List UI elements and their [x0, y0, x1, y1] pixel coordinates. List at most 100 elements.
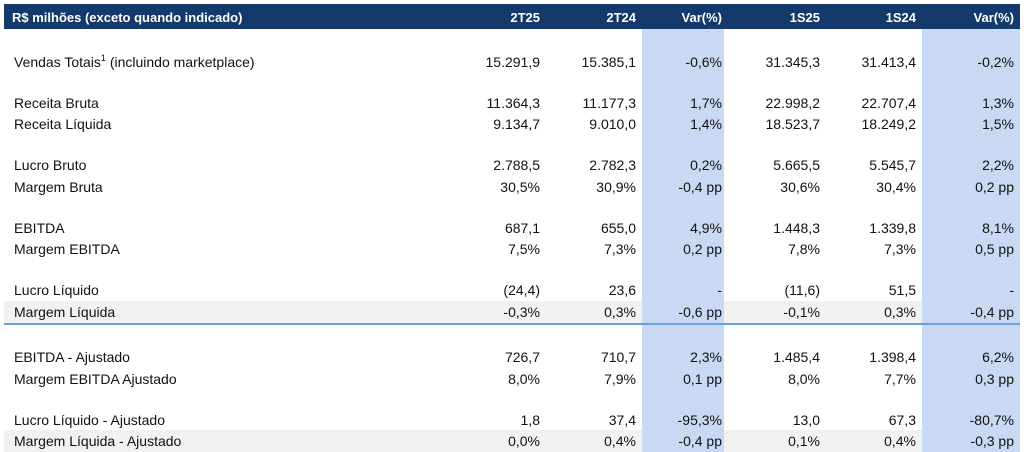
- table-row-margem-bruta: Margem Bruta 30,5% 30,9% -0,4 pp 30,6% 3…: [0, 176, 1024, 198]
- row-label: Lucro Bruto: [14, 157, 87, 173]
- value-1s25: -0,1%: [783, 304, 820, 320]
- value-1s25: 31.345,3: [765, 54, 821, 70]
- table-row-receita-bruta: Receita Bruta 11.364,3 11.177,3 1,7% 22.…: [0, 92, 1024, 114]
- value-2t25: 687,1: [504, 220, 540, 236]
- var-column-highlight-semester: [922, 29, 1020, 452]
- value-2t24: 30,9%: [596, 179, 636, 195]
- value-2t24: 37,4: [608, 412, 636, 428]
- row-label: Margem Líquida - Ajustado: [14, 433, 182, 449]
- table-row-ebitda: EBITDA 687,1 655,0 4,9% 1.448,3 1.339,8 …: [0, 217, 1024, 239]
- value-1s25: 5.665,5: [773, 157, 820, 173]
- value-1s24: 22.707,4: [861, 95, 917, 111]
- value-2t24: 655,0: [600, 220, 636, 236]
- value-var-semester: 6,2%: [982, 349, 1014, 365]
- value-var-semester: 0,5 pp: [975, 241, 1014, 257]
- row-shading: [4, 430, 642, 452]
- value-2t25: 7,5%: [508, 241, 540, 257]
- row-label: Margem Bruta: [14, 179, 103, 195]
- value-2t25: 9.134,7: [493, 116, 540, 132]
- row-shading: [724, 430, 922, 452]
- value-var-quarter: 0,2 pp: [683, 241, 722, 257]
- value-1s25: 1.448,3: [773, 220, 820, 236]
- value-var-semester: 1,5%: [982, 116, 1014, 132]
- column-header-2t24: 2T24: [606, 10, 636, 25]
- footnote-marker: 1: [100, 53, 106, 63]
- value-var-quarter: -95,3%: [677, 412, 722, 428]
- value-2t25: 15.291,9: [485, 54, 541, 70]
- value-var-quarter: 2,3%: [690, 349, 722, 365]
- value-2t24: 710,7: [600, 349, 636, 365]
- value-1s24: 7,3%: [884, 241, 916, 257]
- value-1s24: 0,3%: [884, 304, 916, 320]
- value-var-quarter: 0,1 pp: [683, 371, 722, 387]
- row-label: Receita Bruta: [14, 95, 99, 111]
- value-2t24: 23,6: [608, 282, 636, 298]
- value-1s24: 67,3: [888, 412, 916, 428]
- row-label: EBITDA: [14, 220, 65, 236]
- value-1s25: 1.485,4: [773, 349, 820, 365]
- column-header-1s25: 1S25: [789, 10, 820, 25]
- value-var-quarter: 1,4%: [690, 116, 722, 132]
- value-1s24: 5.545,7: [869, 157, 916, 173]
- value-var-semester: 2,2%: [982, 157, 1014, 173]
- value-var-semester: -0,3 pp: [970, 433, 1014, 449]
- value-var-semester: -: [1009, 282, 1014, 298]
- table-header: R$ milhões (exceto quando indicado) 2T25…: [4, 4, 1020, 29]
- column-header-var-semester: Var(%): [973, 10, 1014, 25]
- value-var-quarter: 4,9%: [690, 220, 722, 236]
- value-var-quarter: -: [717, 282, 722, 298]
- value-2t24: 11.177,3: [582, 95, 636, 111]
- row-label: Margem EBITDA: [14, 241, 120, 257]
- value-var-semester: -80,7%: [969, 412, 1014, 428]
- value-1s25: 13,0: [792, 412, 820, 428]
- value-var-semester: -0,4 pp: [970, 304, 1014, 320]
- value-2t25: 11.364,3: [486, 95, 540, 111]
- value-1s24: 51,5: [888, 282, 916, 298]
- row-label: Vendas Totais1 (incluindo marketplace): [14, 53, 255, 71]
- table-row-lucro-liquido-ajustado: Lucro Líquido - Ajustado 1,8 37,4 -95,3%…: [0, 409, 1024, 431]
- value-2t24: 9.010,0: [589, 116, 636, 132]
- value-var-semester: 0,3 pp: [975, 371, 1014, 387]
- value-1s25: 30,6%: [780, 179, 820, 195]
- value-2t24: 15.385,1: [581, 54, 637, 70]
- value-var-semester: 8,1%: [982, 220, 1014, 236]
- var-column-highlight-quarter: [642, 29, 724, 452]
- column-header-1s24: 1S24: [885, 10, 916, 25]
- value-2t25: 726,7: [504, 349, 540, 365]
- row-label: Receita Líquida: [14, 116, 112, 132]
- value-1s25: 8,0%: [788, 371, 820, 387]
- value-2t24: 2.782,3: [589, 157, 636, 173]
- row-label: Lucro Líquido: [14, 282, 99, 298]
- value-2t24: 7,9%: [604, 371, 636, 387]
- value-var-quarter: -0,6 pp: [678, 304, 722, 320]
- table-row-margem-liquida: Margem Líquida -0,3% 0,3% -0,6 pp -0,1% …: [0, 301, 1024, 323]
- value-var-semester: -0,2%: [977, 54, 1014, 70]
- value-var-semester: 0,2 pp: [975, 179, 1014, 195]
- table-row-margem-liquida-ajustado: Margem Líquida - Ajustado 0,0% 0,4% -0,4…: [0, 430, 1024, 452]
- table-title: R$ milhões (exceto quando indicado): [12, 10, 243, 25]
- value-var-quarter: 0,2%: [690, 157, 722, 173]
- value-var-quarter: -0,4 pp: [678, 179, 722, 195]
- row-label: Margem Líquida: [14, 304, 116, 320]
- value-1s25: 22.998,2: [765, 95, 821, 111]
- value-2t25: 0,0%: [508, 433, 540, 449]
- value-2t24: 0,4%: [604, 433, 636, 449]
- value-1s24: 1.398,4: [869, 349, 916, 365]
- value-var-quarter: 1,7%: [690, 95, 722, 111]
- value-1s24: 0,4%: [884, 433, 916, 449]
- value-2t24: 7,3%: [604, 241, 636, 257]
- value-2t25: (24,4): [503, 282, 540, 298]
- value-2t25: 1,8: [520, 412, 540, 428]
- value-1s25: 7,8%: [788, 241, 820, 257]
- section-divider: [4, 323, 1020, 325]
- column-header-var-quarter: Var(%): [681, 10, 722, 25]
- value-var-semester: 1,3%: [982, 95, 1014, 111]
- value-2t25: 30,5%: [500, 179, 540, 195]
- table-row-vendas-totais: Vendas Totais1 (incluindo marketplace) 1…: [0, 51, 1024, 73]
- value-2t25: 2.788,5: [493, 157, 540, 173]
- value-1s24: 7,7%: [884, 371, 916, 387]
- value-1s25: 0,1%: [788, 433, 820, 449]
- table-row-margem-ebitda-ajustado: Margem EBITDA Ajustado 8,0% 7,9% 0,1 pp …: [0, 368, 1024, 390]
- row-label: Lucro Líquido - Ajustado: [14, 412, 165, 428]
